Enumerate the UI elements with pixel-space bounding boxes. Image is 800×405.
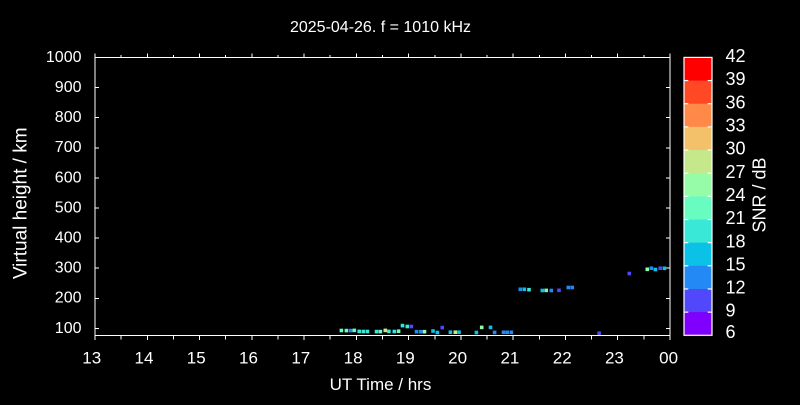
svg-text:12: 12: [726, 278, 746, 298]
svg-text:UT Time / hrs: UT Time / hrs: [330, 375, 432, 394]
svg-text:2025-04-26. f = 1010 kHz: 2025-04-26. f = 1010 kHz: [290, 19, 471, 36]
svg-text:900: 900: [55, 79, 82, 96]
svg-text:33: 33: [726, 116, 746, 136]
svg-text:24: 24: [726, 185, 746, 205]
svg-text:18: 18: [344, 348, 363, 367]
svg-text:1000: 1000: [46, 49, 82, 66]
svg-text:23: 23: [605, 348, 624, 367]
svg-text:200: 200: [55, 290, 82, 307]
svg-text:600: 600: [55, 169, 82, 186]
svg-text:Virtual height / km: Virtual height / km: [10, 127, 31, 279]
svg-text:700: 700: [55, 139, 82, 156]
svg-text:36: 36: [726, 92, 746, 112]
svg-text:21: 21: [726, 208, 746, 228]
svg-text:22: 22: [553, 348, 572, 367]
svg-text:19: 19: [396, 348, 415, 367]
svg-text:100: 100: [55, 320, 82, 337]
svg-text:00: 00: [659, 348, 678, 367]
svg-text:39: 39: [726, 69, 746, 89]
svg-text:9: 9: [726, 301, 736, 321]
svg-text:42: 42: [726, 46, 746, 66]
svg-text:800: 800: [55, 109, 82, 126]
svg-text:500: 500: [55, 199, 82, 216]
svg-text:14: 14: [135, 348, 154, 367]
svg-text:16: 16: [239, 348, 258, 367]
svg-text:27: 27: [726, 162, 746, 182]
svg-text:400: 400: [55, 230, 82, 247]
svg-text:15: 15: [726, 254, 746, 274]
svg-text:SNR / dB: SNR / dB: [750, 157, 770, 232]
svg-text:300: 300: [55, 260, 82, 277]
svg-text:21: 21: [500, 348, 519, 367]
svg-text:20: 20: [448, 348, 467, 367]
svg-text:17: 17: [291, 348, 310, 367]
svg-text:18: 18: [726, 231, 746, 251]
svg-text:15: 15: [187, 348, 206, 367]
svg-text:13: 13: [82, 348, 101, 367]
svg-text:6: 6: [726, 322, 736, 342]
svg-text:30: 30: [726, 139, 746, 159]
